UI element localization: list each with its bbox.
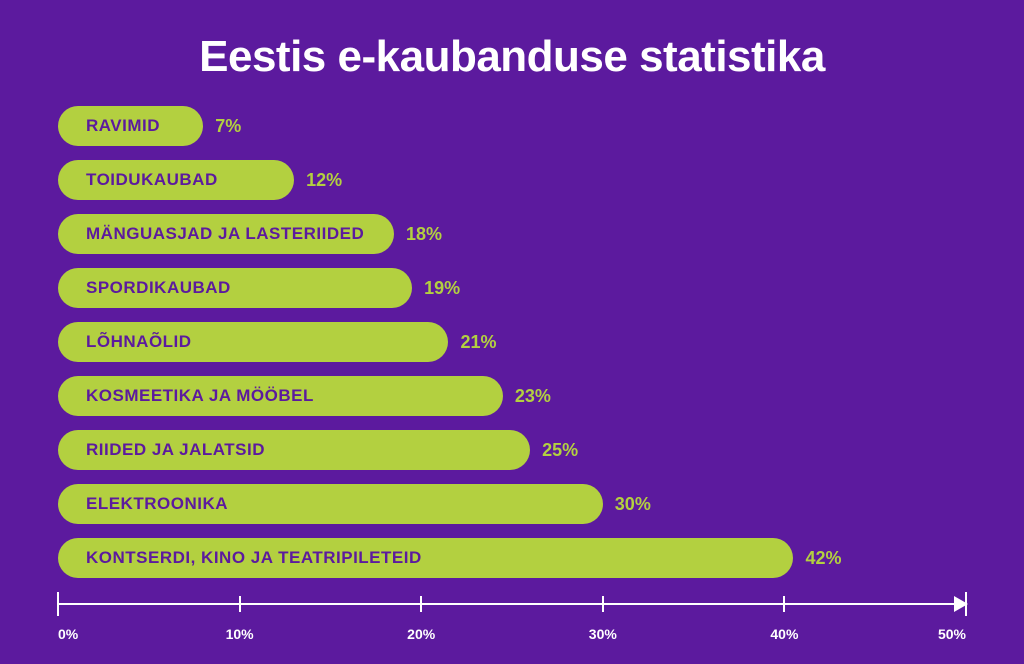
axis-tick-label: 10% xyxy=(226,626,254,642)
axis-tick xyxy=(57,592,59,616)
bar-row: LÕHNAÕLID 21% xyxy=(58,322,966,362)
bar: MÄNGUASJAD JA LASTERIIDED xyxy=(58,214,394,254)
bar-value-label: 42% xyxy=(805,538,841,578)
bar: TOIDUKAUBAD xyxy=(58,160,294,200)
bar: LÕHNAÕLID xyxy=(58,322,448,362)
bar-value-label: 12% xyxy=(306,160,342,200)
bar-value-label: 7% xyxy=(215,106,241,146)
bar-label: TOIDUKAUBAD xyxy=(58,170,218,190)
bar-label: SPORDIKAUBAD xyxy=(58,278,231,298)
bar-row: RAVIMID 7% xyxy=(58,106,966,146)
chart-title: Eestis e-kaubanduse statistika xyxy=(48,32,976,82)
bar-row: TOIDUKAUBAD 12% xyxy=(58,160,966,200)
bar-row: KOSMEETIKA JA MÖÖBEL 23% xyxy=(58,376,966,416)
bar: RIIDED JA JALATSID xyxy=(58,430,530,470)
bar-value-label: 18% xyxy=(406,214,442,254)
bar-label: ELEKTROONIKA xyxy=(58,494,228,514)
bar-label: RIIDED JA JALATSID xyxy=(58,440,265,460)
axis-tick xyxy=(783,596,785,612)
bar: KONTSERDI, KINO JA TEATRIPILETEID xyxy=(58,538,793,578)
x-axis: 0% 10% 20% 30% 40% 50% xyxy=(58,592,966,646)
axis-tick xyxy=(420,596,422,612)
axis-tick xyxy=(602,596,604,612)
bar-row: MÄNGUASJAD JA LASTERIIDED 18% xyxy=(58,214,966,254)
bar-row: KONTSERDI, KINO JA TEATRIPILETEID 42% xyxy=(58,538,966,578)
bar: KOSMEETIKA JA MÖÖBEL xyxy=(58,376,503,416)
axis-tick-label: 30% xyxy=(589,626,617,642)
bar: ELEKTROONIKA xyxy=(58,484,603,524)
axis-labels: 0% 10% 20% 30% 40% 50% xyxy=(58,626,966,646)
bars-container: RAVIMID 7% TOIDUKAUBAD 12% MÄNGUASJAD JA LAS… xyxy=(58,106,966,578)
bar-value-label: 21% xyxy=(460,322,496,362)
bar: SPORDIKAUBAD xyxy=(58,268,412,308)
bar-value-label: 25% xyxy=(542,430,578,470)
axis-tick-label: 20% xyxy=(407,626,435,642)
bar-label: KOSMEETIKA JA MÖÖBEL xyxy=(58,386,314,406)
bar-row: SPORDIKAUBAD 19% xyxy=(58,268,966,308)
chart-area: RAVIMID 7% TOIDUKAUBAD 12% MÄNGUASJAD JA LAS… xyxy=(58,106,966,646)
bar-label: RAVIMID xyxy=(58,116,160,136)
bar-label: MÄNGUASJAD JA LASTERIIDED xyxy=(58,224,364,244)
bar-label: KONTSERDI, KINO JA TEATRIPILETEID xyxy=(58,548,422,568)
axis-tick xyxy=(239,596,241,612)
bar-value-label: 19% xyxy=(424,268,460,308)
axis-tick-label: 50% xyxy=(938,626,966,642)
bar-label: LÕHNAÕLID xyxy=(58,332,192,352)
bar-value-label: 23% xyxy=(515,376,551,416)
bar-value-label: 30% xyxy=(615,484,651,524)
axis-tick-label: 0% xyxy=(58,626,78,642)
axis-tick xyxy=(965,592,967,616)
bar-row: RIIDED JA JALATSID 25% xyxy=(58,430,966,470)
bar: RAVIMID xyxy=(58,106,203,146)
axis-tick-label: 40% xyxy=(770,626,798,642)
chart-canvas: Eestis e-kaubanduse statistika RAVIMID 7%… xyxy=(0,0,1024,664)
axis-baseline xyxy=(58,603,956,605)
axis-line xyxy=(58,592,966,616)
bar-row: ELEKTROONIKA 30% xyxy=(58,484,966,524)
